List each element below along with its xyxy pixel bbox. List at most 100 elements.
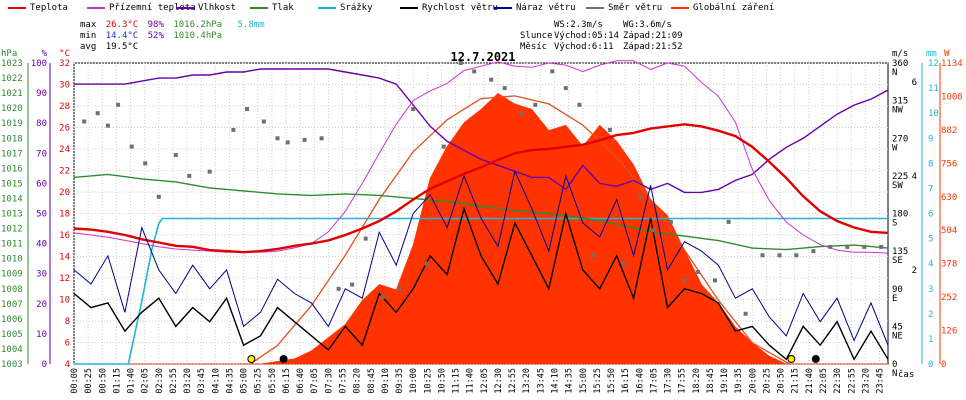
series-teoreticke-zareni-line: [250, 95, 790, 365]
time-tick-label: 12:05: [480, 368, 490, 394]
time-tick-label: 16:40: [635, 368, 645, 394]
wind-direction-point: [533, 102, 538, 107]
axis-ms-tick-label: 4: [912, 172, 917, 182]
wind-direction-point: [187, 173, 192, 178]
wind-direction-point: [173, 153, 178, 157]
wind-direction-point: [231, 127, 236, 132]
time-tick-label: 05:00: [240, 368, 250, 394]
axis-hpa-tick-label: 1016: [1, 164, 23, 174]
wind-gust-avg: WG:3.6m/s: [623, 20, 672, 30]
time-tick-label: 20:00: [748, 368, 758, 394]
wind-direction-point: [590, 253, 595, 258]
time-tick-label: 02:55: [169, 368, 179, 394]
wind-direction-point: [319, 136, 324, 141]
wind-direction-point: [621, 261, 626, 266]
series-rychlost-vetru-line: [73, 206, 889, 361]
axis-humidity-tick-label: 90: [36, 89, 47, 99]
time-tick-label: 08:20: [353, 368, 363, 394]
wind-direction-point: [441, 144, 446, 149]
wind-speed-avg: WS:2.3m/s: [554, 20, 603, 30]
axis-direction-tick-label: 315: [892, 97, 908, 107]
legend-item-rychlost-vetru: Rychlost větru: [400, 2, 498, 14]
time-tick-label: 21:15: [791, 368, 801, 394]
wind-direction-point: [502, 86, 507, 91]
wind-direction-point: [794, 253, 799, 258]
time-tick-label: 15:25: [593, 368, 603, 394]
stats-avg-temp: 19.5°C: [105, 42, 139, 52]
time-tick-label: 01:40: [127, 368, 137, 394]
axis-temperature-tick-label: 12: [59, 274, 70, 284]
wind-direction-point: [116, 102, 121, 107]
axis-hpa-tick-label: 1018: [1, 134, 23, 144]
axis-hpa-unit: hPa: [1, 49, 17, 59]
time-tick-label: 00:50: [98, 368, 108, 394]
time-tick-label: 09:10: [381, 368, 391, 394]
time-tick-label: 07:55: [339, 368, 349, 394]
axis-mm-tick-label: 11: [928, 84, 939, 94]
wind-direction-point: [458, 61, 463, 65]
time-tick-label: 14:10: [551, 368, 561, 394]
sunrise-marker-icon: [247, 355, 256, 363]
axis-hpa-tick-label: 1009: [1, 270, 23, 280]
axis-hpa-tick-label: 1012: [1, 225, 23, 235]
axis-direction-tick-label: 360: [892, 59, 908, 69]
sunset-time: Západ:21:09: [623, 31, 683, 41]
time-tick-label: 20:25: [763, 368, 773, 394]
time-tick-label: 23:20: [861, 368, 871, 394]
time-tick-label: 07:05: [310, 368, 320, 394]
x-axis-label: čas: [898, 369, 914, 380]
time-tick-label: 17:30: [664, 368, 674, 394]
axis-hpa-tick-label: 1020: [1, 104, 23, 114]
sun-label: Slunce: [520, 31, 553, 41]
time-tick-label: 16:15: [621, 368, 631, 394]
wind-direction-point: [563, 86, 568, 91]
wind-direction-point: [713, 278, 717, 283]
legend-item-tlak: Tlak: [250, 2, 294, 14]
legend-swatch-navy: [494, 7, 512, 9]
legend-item-srazky: Srážky: [318, 2, 373, 14]
time-tick-label: 20:50: [777, 368, 787, 394]
axis-humidity-tick-label: 80: [36, 119, 47, 129]
time-tick-label: 19:10: [720, 368, 730, 394]
axis-hpa-tick-label: 1014: [1, 194, 23, 204]
axis-temperature-tick-label: 26: [59, 124, 70, 134]
axis-direction-tick-label: N: [892, 68, 897, 78]
wind-direction-point: [105, 123, 110, 128]
legend-swatch-black: [400, 7, 418, 9]
axis-humidity-unit: %: [42, 49, 48, 59]
axis-mm-tick-label: 0: [928, 360, 933, 370]
axis-direction-tick-label: N: [892, 369, 897, 379]
time-tick-label: 23:45: [876, 368, 886, 394]
wind-direction-point: [638, 194, 643, 199]
axis-direction-tick-label: SE: [892, 256, 903, 266]
wind-direction-point: [245, 107, 249, 111]
stats-avg-row: avg 19.5°C: [80, 42, 138, 52]
stats-max-row: max 26.3°C 98% 1016.2hPa 5.8mm: [80, 20, 265, 30]
moonrise-time: Východ:6:11: [554, 42, 614, 52]
series-globalni-zareni-area: [74, 92, 888, 365]
wind-direction-point: [156, 194, 161, 199]
axis-direction-tick-label: 0: [892, 360, 897, 370]
time-tick-label: 17:55: [678, 368, 688, 394]
moonrise-marker-icon: [279, 355, 288, 363]
legend-swatch-purple: [176, 7, 194, 9]
stats-max-pressure: 1016.2hPa: [173, 20, 223, 30]
wind-direction-point: [550, 69, 555, 74]
axis-mm-tick-label: 1: [928, 335, 933, 345]
series-srazky-line: [74, 217, 888, 365]
stats-max-humidity: 98%: [147, 20, 164, 30]
series-tlak-line: [73, 173, 889, 251]
axis-mm-tick-label: 4: [928, 260, 933, 270]
wind-direction-point: [129, 144, 134, 149]
legend-swatch-green: [250, 7, 268, 9]
axis-direction-tick-label: 270: [892, 134, 908, 144]
time-tick-label: 03:20: [183, 368, 193, 394]
axis-mm-tick-label: 10: [928, 109, 939, 119]
axis-temperature-tick-label: 18: [59, 210, 70, 220]
legend-label: Srážky: [340, 3, 373, 13]
series-naraz-vetru-line: [73, 169, 889, 346]
axis-direction-tick-label: NE: [892, 331, 903, 341]
time-tick-label: 11:15: [452, 368, 462, 394]
time-tick-label: 01:15: [112, 368, 122, 394]
